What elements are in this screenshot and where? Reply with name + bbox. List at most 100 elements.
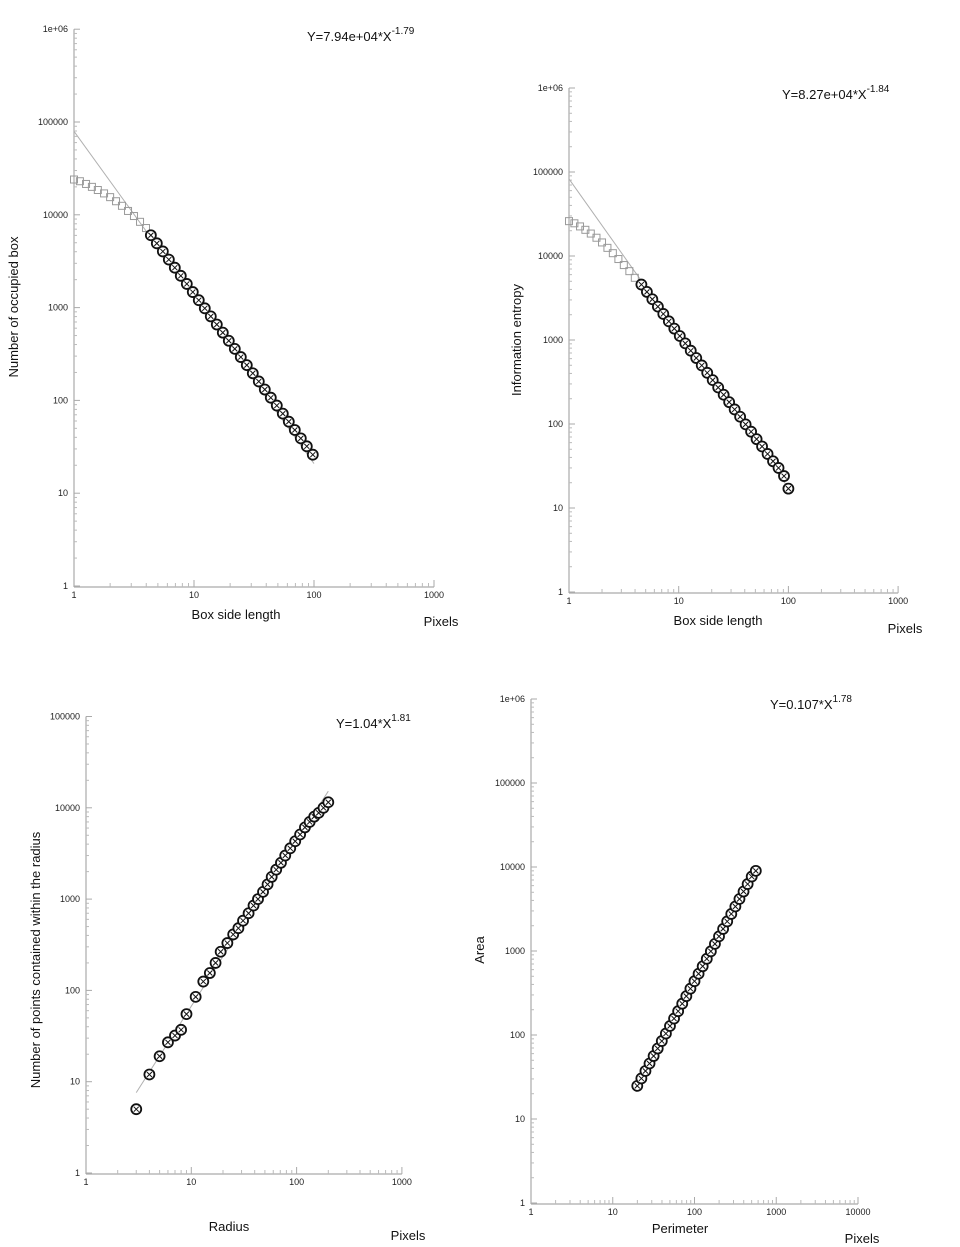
point-cross bbox=[245, 910, 252, 917]
square-point bbox=[75, 177, 84, 186]
circle-x-point bbox=[162, 1036, 174, 1049]
point-cross bbox=[303, 443, 310, 450]
x-tick-label: 10000 bbox=[845, 1207, 870, 1217]
series-fitted bbox=[635, 278, 795, 495]
circle-x-point bbox=[240, 359, 253, 372]
point-cross bbox=[716, 933, 722, 940]
y-tick-label: 1 bbox=[558, 587, 563, 597]
circle-x-point bbox=[168, 261, 181, 274]
y-tick-label: 100000 bbox=[38, 117, 68, 127]
y-axis-label: Number of occupied box bbox=[6, 236, 21, 377]
square-point bbox=[592, 233, 601, 242]
x-tick-label: 10 bbox=[674, 596, 684, 606]
circle-x-point bbox=[300, 440, 313, 453]
circle-x-point bbox=[216, 326, 229, 339]
y-tick-label: 100000 bbox=[50, 712, 80, 722]
circle-x-point bbox=[156, 245, 169, 258]
x-axis-label: Radius bbox=[209, 1219, 250, 1234]
circle-x-point bbox=[228, 342, 241, 355]
point-cross bbox=[724, 918, 731, 925]
y-tick-label: 10 bbox=[515, 1114, 525, 1124]
point-cross bbox=[192, 993, 199, 1000]
y-tick-label: 10 bbox=[58, 488, 68, 498]
y-tick-label: 1e+06 bbox=[500, 694, 525, 704]
point-cross bbox=[679, 1000, 686, 1007]
point-cross bbox=[243, 362, 250, 368]
point-cross bbox=[292, 838, 299, 845]
series-fitted bbox=[631, 864, 762, 1092]
circle-x-point bbox=[144, 229, 157, 242]
x-tick-label: 10 bbox=[608, 1207, 618, 1217]
point-cross bbox=[638, 281, 645, 288]
y-tick-label: 1000 bbox=[60, 894, 80, 904]
fit-equation-base: Y=7.94e+04*X bbox=[307, 29, 392, 44]
y-axis-label: Number of points contained within the ra… bbox=[28, 831, 43, 1088]
point-cross bbox=[658, 1038, 665, 1044]
circle-x-point bbox=[153, 1050, 166, 1063]
point-cross bbox=[660, 311, 667, 317]
point-cross bbox=[687, 347, 694, 354]
series-fitted bbox=[130, 796, 335, 1116]
circle-x-point bbox=[772, 462, 785, 474]
point-cross bbox=[231, 346, 238, 352]
circle-x-point bbox=[270, 399, 283, 412]
x-tick-label: 1000 bbox=[766, 1207, 786, 1217]
point-cross bbox=[260, 889, 266, 895]
circle-x-point bbox=[186, 286, 199, 298]
fit-equation-exponent: -1.79 bbox=[392, 26, 415, 37]
circle-x-point bbox=[210, 318, 223, 331]
x-tick-label: 100 bbox=[781, 596, 796, 606]
chart-1: 1 10 100 1000 1 10 100 1000 10000 100000 1e+06 Box … bbox=[6, 24, 459, 629]
circle-x-point bbox=[214, 945, 227, 958]
square-point bbox=[619, 261, 628, 270]
y-tick-label: 10000 bbox=[500, 862, 525, 872]
fit-equation-base: Y=1.04*X bbox=[336, 716, 392, 731]
y-tick-label: 1 bbox=[520, 1198, 525, 1208]
point-cross bbox=[177, 272, 184, 279]
circle-x-point bbox=[234, 351, 247, 363]
y-tick-label: 1e+06 bbox=[43, 24, 68, 34]
point-cross bbox=[683, 993, 690, 1000]
circle-x-point bbox=[668, 322, 681, 335]
point-cross bbox=[237, 354, 244, 360]
circle-x-point bbox=[778, 470, 790, 482]
circle-x-point bbox=[198, 302, 211, 315]
point-cross bbox=[693, 355, 700, 361]
square-point bbox=[141, 224, 150, 233]
circle-x-point bbox=[197, 975, 210, 988]
point-cross bbox=[752, 867, 759, 874]
circle-x-point bbox=[288, 424, 301, 436]
circle-x-point bbox=[174, 269, 187, 282]
point-cross bbox=[649, 296, 656, 303]
point-cross bbox=[156, 1053, 163, 1060]
point-cross bbox=[732, 903, 739, 910]
square-point bbox=[603, 243, 612, 252]
y-tick-label: 100 bbox=[53, 395, 68, 405]
fit-equation: Y=1.04*X1.81 bbox=[336, 713, 411, 731]
y-tick-label: 10000 bbox=[55, 803, 80, 813]
point-cross bbox=[740, 888, 747, 895]
point-cross bbox=[273, 402, 280, 409]
square-point bbox=[124, 206, 133, 215]
y-axis-label: Information entropy bbox=[509, 284, 524, 397]
square-point bbox=[565, 217, 573, 226]
point-cross bbox=[287, 845, 294, 852]
series-fitted bbox=[144, 229, 319, 461]
x-tick-label: 1 bbox=[566, 596, 571, 606]
point-cross bbox=[325, 799, 332, 806]
circle-x-point bbox=[739, 418, 752, 431]
unit-label: Pixels bbox=[424, 614, 459, 629]
point-cross bbox=[171, 264, 178, 271]
point-cross bbox=[634, 1083, 641, 1089]
circle-x-point bbox=[782, 482, 795, 495]
circle-x-point bbox=[150, 237, 163, 250]
point-cross bbox=[235, 925, 242, 932]
point-cross bbox=[279, 410, 286, 417]
circle-x-point bbox=[734, 410, 747, 423]
circle-x-point bbox=[180, 278, 193, 290]
point-cross bbox=[638, 1075, 645, 1082]
fit-equation-exponent: -1.84 bbox=[867, 84, 890, 95]
x-tick-label: 100 bbox=[687, 1207, 702, 1217]
point-cross bbox=[785, 485, 792, 492]
